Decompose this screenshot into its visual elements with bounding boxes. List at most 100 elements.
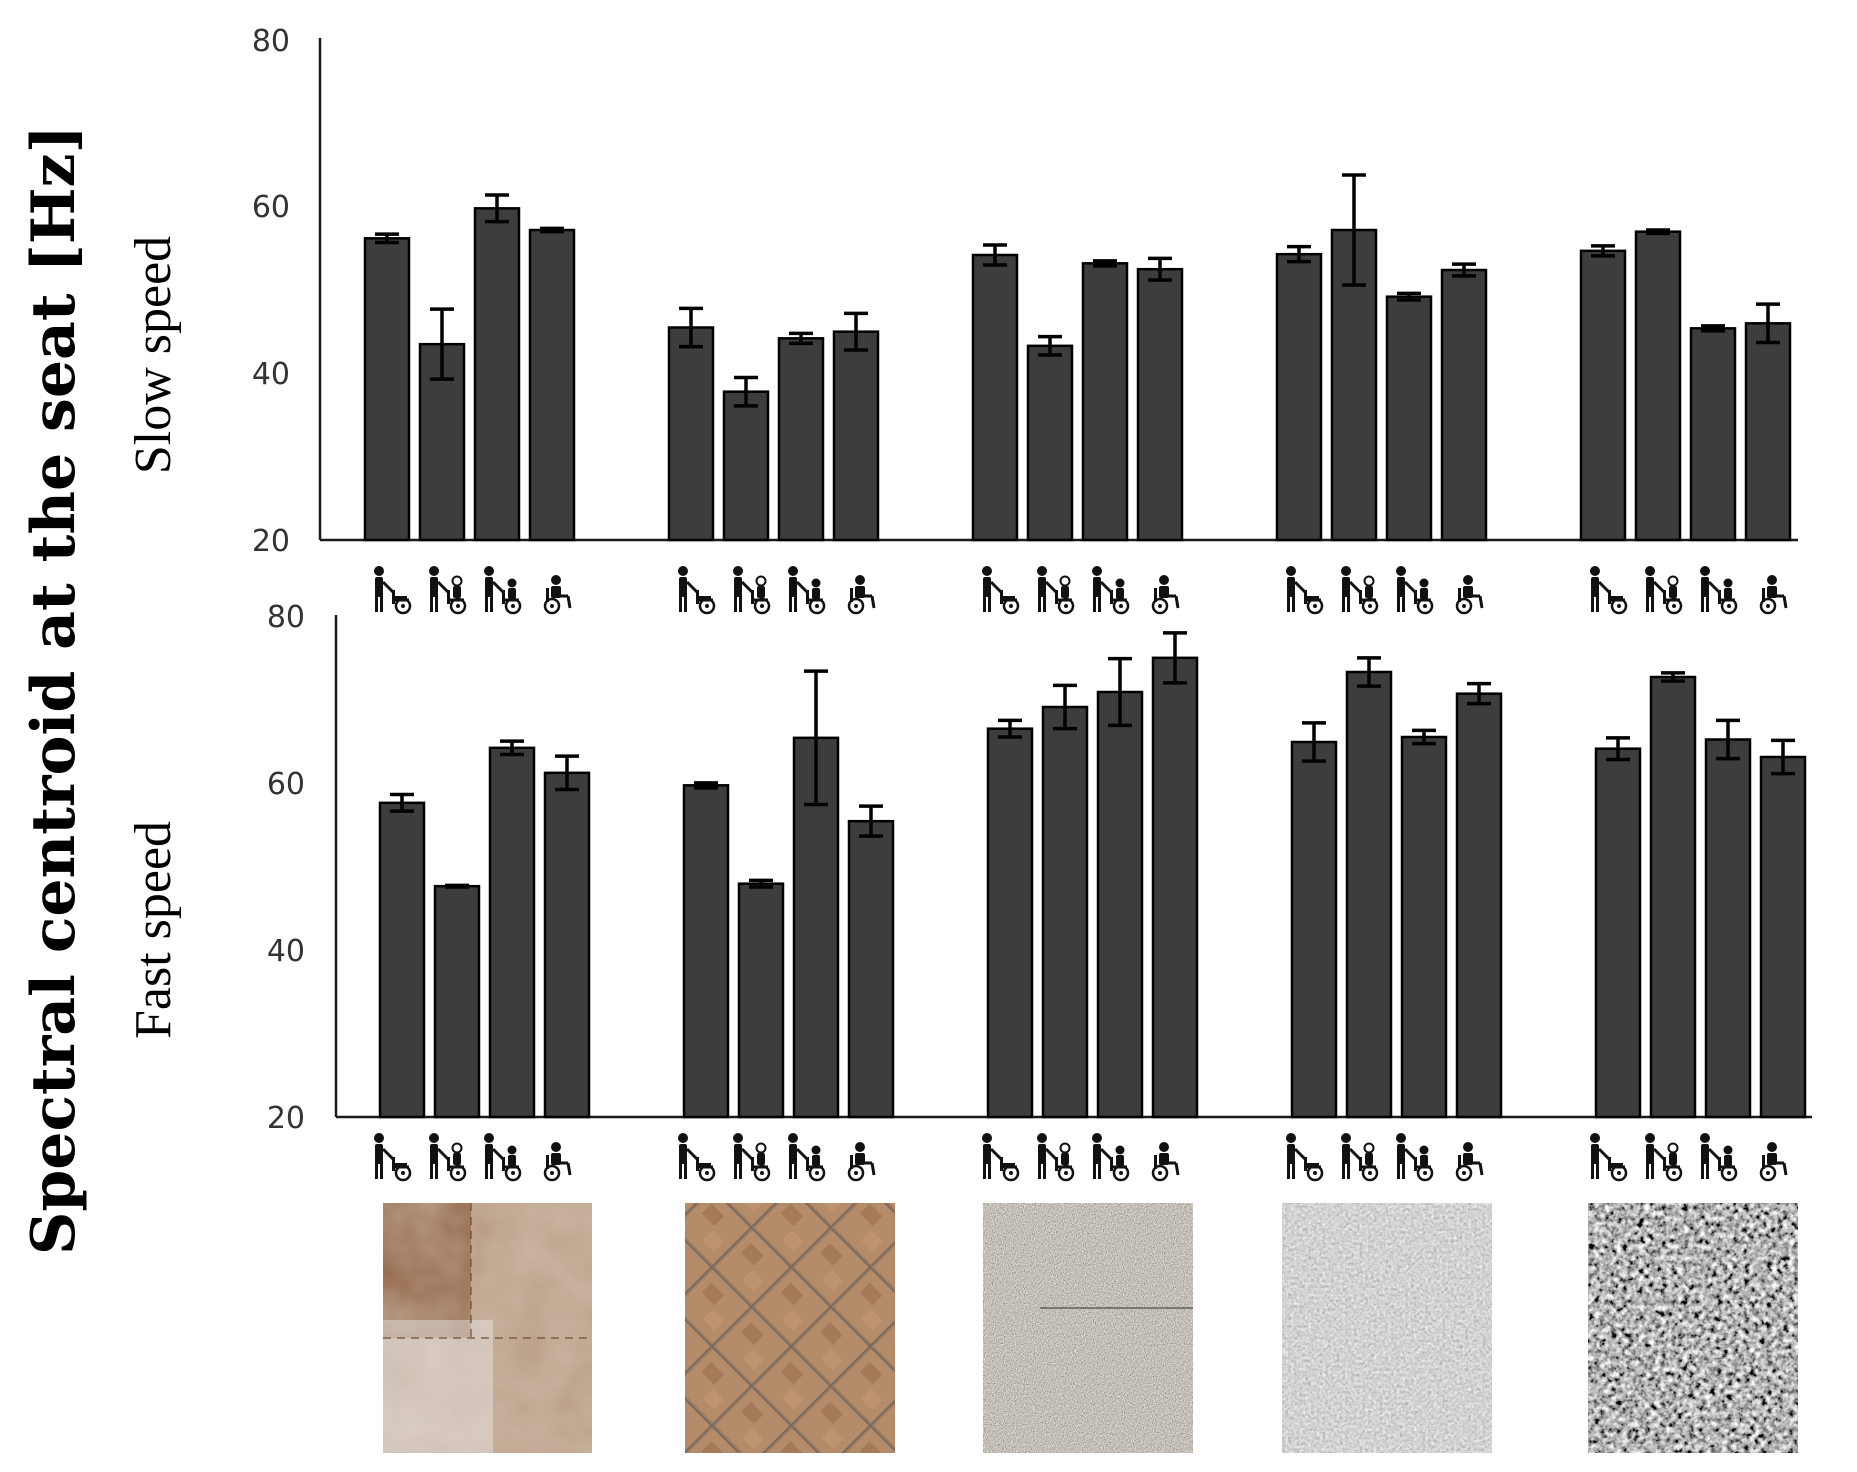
slow-bar-g1-b1 xyxy=(363,237,411,542)
surface-image-diamond-tile xyxy=(685,1203,895,1453)
fast-errorbar-g3-b1 xyxy=(998,718,1022,739)
person-pushing-wheelchair-alt-icon xyxy=(788,1133,826,1182)
slow-x-icons xyxy=(374,566,1788,615)
person-pushing-wheelchair-alt-icon xyxy=(1700,1133,1738,1182)
slow-errorbar-g5-b3 xyxy=(1701,324,1725,333)
person-pushing-wheelchair-alt-icon xyxy=(1092,1133,1130,1182)
fast-bar-g4-b1 xyxy=(1290,740,1338,1119)
slow-bar-g2-b3 xyxy=(777,337,825,542)
slow-errorbar-g4-b1 xyxy=(1287,244,1311,264)
person-pushing-wheelchair-with-occupant-icon xyxy=(1037,1133,1075,1182)
slow-bar-g5-b3 xyxy=(1689,327,1737,542)
fast-x-icons xyxy=(374,1133,1788,1182)
fast-bar-g5-b3 xyxy=(1704,738,1752,1119)
fast-plot-area xyxy=(378,631,1807,1119)
slow-errorbar-g1-b3 xyxy=(485,193,509,224)
slow-errorbar-g2-b3 xyxy=(789,331,813,346)
slow-errorbar-g4-b3 xyxy=(1397,291,1421,302)
slow-errorbar-g2-b1 xyxy=(679,306,703,349)
surface-image-coarse-granite xyxy=(1588,1203,1798,1453)
slow-ytick-80: 80 xyxy=(252,24,290,59)
fast-errorbar-g3-b2 xyxy=(1053,683,1077,731)
slow-errorbar-g5-b1 xyxy=(1591,244,1615,258)
fast-errorbar-g4-b1 xyxy=(1302,721,1326,763)
fast-errorbar-g2-b3 xyxy=(804,669,828,807)
slow-bar-g4-b1 xyxy=(1275,252,1323,542)
person-pushing-wheelchair-icon xyxy=(1590,1133,1628,1182)
fast-speed-panel: Fast speed 20 40 60 80 xyxy=(125,600,1812,1182)
person-pushing-wheelchair-alt-icon xyxy=(1396,566,1434,615)
fast-ytick-40: 40 xyxy=(267,934,305,969)
slow-errorbar-g3-b2 xyxy=(1038,334,1062,357)
fast-bar-g3-b3 xyxy=(1096,690,1144,1119)
y-axis-title: Spectral centroid at the seat [Hz] xyxy=(19,125,89,1255)
self-propelled-wheelchair-icon xyxy=(1759,1142,1788,1182)
slow-errorbar-g1-b4 xyxy=(540,226,564,234)
self-propelled-wheelchair-icon xyxy=(1151,575,1180,615)
fast-errorbar-g1-b4 xyxy=(555,754,579,792)
fast-bar-g5-b4 xyxy=(1759,755,1807,1119)
person-pushing-wheelchair-with-occupant-icon xyxy=(733,1133,771,1182)
slow-errorbar-g3-b3 xyxy=(1093,259,1117,268)
surface-image-polished-stone xyxy=(383,1203,592,1453)
slow-bar-g3-b1 xyxy=(971,253,1019,542)
self-propelled-wheelchair-icon xyxy=(1759,575,1788,615)
slow-errorbar-g3-b1 xyxy=(983,243,1007,267)
slow-speed-label: Slow speed xyxy=(125,236,182,474)
slow-bar-g2-b4 xyxy=(832,330,880,542)
person-pushing-wheelchair-with-occupant-icon xyxy=(1341,566,1379,615)
fast-errorbar-g2-b4 xyxy=(859,804,883,838)
slow-errorbar-g2-b4 xyxy=(844,311,868,352)
slow-plot-area xyxy=(363,173,1792,542)
slow-bar-g3-b2 xyxy=(1026,344,1074,542)
fast-bar-g5-b2 xyxy=(1649,675,1697,1119)
fast-ytick-20: 20 xyxy=(267,1101,305,1136)
slow-errorbar-g5-b4 xyxy=(1756,302,1780,345)
self-propelled-wheelchair-icon xyxy=(543,1142,572,1182)
person-pushing-wheelchair-with-occupant-icon xyxy=(1037,566,1075,615)
fast-errorbar-g1-b3 xyxy=(500,739,524,757)
self-propelled-wheelchair-icon xyxy=(543,575,572,615)
person-pushing-wheelchair-alt-icon xyxy=(788,566,826,615)
fast-bar-g5-b1 xyxy=(1594,747,1642,1119)
slow-bar-g4-b4 xyxy=(1440,268,1488,542)
person-pushing-wheelchair-icon xyxy=(374,1133,412,1182)
self-propelled-wheelchair-icon xyxy=(1455,575,1484,615)
fast-errorbar-g5-b2 xyxy=(1661,671,1685,683)
slow-bar-g4-b3 xyxy=(1385,295,1433,542)
person-pushing-wheelchair-with-occupant-icon xyxy=(1645,1133,1683,1182)
surface-image-gray-granite xyxy=(1282,1203,1492,1453)
slow-errorbar-g3-b4 xyxy=(1148,256,1172,282)
self-propelled-wheelchair-icon xyxy=(1151,1142,1180,1182)
slow-errorbar-g5-b2 xyxy=(1646,228,1670,236)
fast-bar-g3-b1 xyxy=(986,727,1034,1119)
fast-bar-g1-b1 xyxy=(378,801,426,1119)
fast-bar-g3-b2 xyxy=(1041,705,1089,1119)
self-propelled-wheelchair-icon xyxy=(847,575,876,615)
person-pushing-wheelchair-icon xyxy=(982,1133,1020,1182)
slow-ytick-40: 40 xyxy=(252,357,290,392)
person-pushing-wheelchair-with-occupant-icon xyxy=(733,566,771,615)
surface-images xyxy=(383,1203,1798,1453)
fast-errorbar-g5-b3 xyxy=(1716,718,1740,761)
fast-errorbar-g5-b1 xyxy=(1606,736,1630,762)
fast-bar-g4-b3 xyxy=(1400,735,1448,1119)
person-pushing-wheelchair-alt-icon xyxy=(484,1133,522,1182)
slow-speed-panel: Slow speed 20 40 60 80 xyxy=(125,24,1798,615)
fast-bar-g1-b2 xyxy=(433,884,481,1119)
slow-bar-g2-b2 xyxy=(722,390,770,542)
fast-errorbar-g2-b1 xyxy=(694,781,718,790)
surface-image-fine-granite xyxy=(983,1203,1193,1453)
person-pushing-wheelchair-icon xyxy=(678,566,716,615)
person-pushing-wheelchair-alt-icon xyxy=(1396,1133,1434,1182)
person-pushing-wheelchair-alt-icon xyxy=(1092,566,1130,615)
slow-ytick-60: 60 xyxy=(252,190,290,225)
slow-bar-g3-b3 xyxy=(1081,262,1129,542)
fast-y-ticks: 20 40 60 80 xyxy=(267,600,305,1136)
slow-bar-g1-b4 xyxy=(528,228,576,542)
fast-errorbar-g4-b4 xyxy=(1467,681,1491,706)
fast-ytick-80: 80 xyxy=(267,600,305,635)
person-pushing-wheelchair-with-occupant-icon xyxy=(1645,566,1683,615)
person-pushing-wheelchair-with-occupant-icon xyxy=(429,1133,467,1182)
